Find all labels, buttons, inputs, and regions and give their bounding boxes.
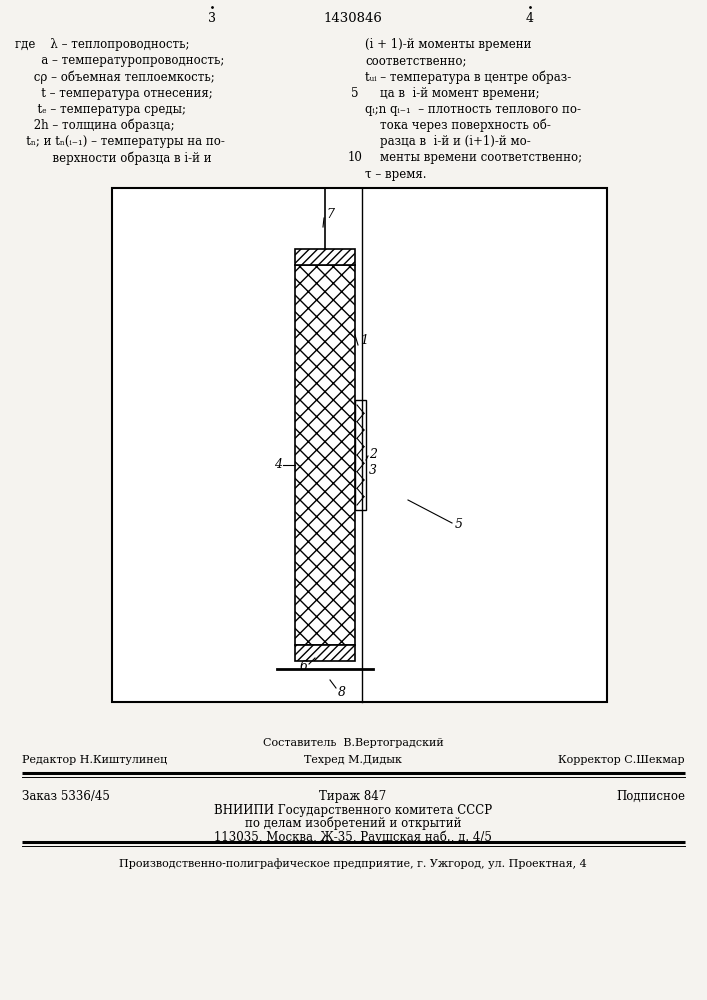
Text: 5: 5 bbox=[351, 87, 358, 100]
Text: 1: 1 bbox=[360, 334, 368, 347]
Text: Техред М.Дидык: Техред М.Дидык bbox=[304, 755, 402, 765]
Text: Производственно-полиграфическое предприятие, г. Ужгород, ул. Проектная, 4: Производственно-полиграфическое предприя… bbox=[119, 858, 587, 869]
Text: соответственно;: соответственно; bbox=[365, 54, 467, 67]
Text: по делам изобретений и открытий: по делам изобретений и открытий bbox=[245, 817, 461, 830]
Text: qᵢ;n qᵢ₋₁  – плотность теплового по-: qᵢ;n qᵢ₋₁ – плотность теплового по- bbox=[365, 103, 581, 116]
Text: 2h – толщина образца;: 2h – толщина образца; bbox=[15, 119, 175, 132]
Bar bbox=[295, 265, 355, 645]
Text: где    λ – теплопроводность;: где λ – теплопроводность; bbox=[15, 38, 189, 51]
Text: 3: 3 bbox=[208, 12, 216, 25]
Text: тока через поверхность об-: тока через поверхность об- bbox=[365, 119, 551, 132]
Text: cρ – объемная теплоемкость;: cρ – объемная теплоемкость; bbox=[15, 70, 215, 84]
Text: 8: 8 bbox=[338, 686, 346, 698]
Text: τ – время.: τ – время. bbox=[365, 168, 426, 181]
Text: ВНИИПИ Государственного комитета СССР: ВНИИПИ Государственного комитета СССР bbox=[214, 804, 492, 817]
Text: разца в  i-й и (i+1)-й мо-: разца в i-й и (i+1)-й мо- bbox=[365, 135, 531, 148]
Text: t – температура отнесения;: t – температура отнесения; bbox=[15, 87, 213, 100]
Text: tₑ – температура среды;: tₑ – температура среды; bbox=[15, 103, 186, 116]
Text: tₙ; и tₙ(ᵢ₋₁) – температуры на по-: tₙ; и tₙ(ᵢ₋₁) – температуры на по- bbox=[15, 135, 225, 148]
Text: 6: 6 bbox=[300, 660, 308, 672]
Text: Корректор С.Шекмар: Корректор С.Шекмар bbox=[559, 755, 685, 765]
Text: 2: 2 bbox=[369, 448, 377, 462]
Text: tᵤᵢ – температура в центре образ-: tᵤᵢ – температура в центре образ- bbox=[365, 70, 571, 84]
Text: менты времени соответственно;: менты времени соответственно; bbox=[365, 151, 582, 164]
Bar bbox=[355, 400, 366, 510]
Text: 10: 10 bbox=[348, 151, 363, 164]
Text: a – температуропроводность;: a – температуропроводность; bbox=[15, 54, 224, 67]
Text: 4: 4 bbox=[526, 12, 534, 25]
Bar bbox=[295, 249, 355, 265]
Text: 4: 4 bbox=[274, 458, 282, 472]
Text: 5: 5 bbox=[455, 518, 463, 532]
Bar bbox=[112, 188, 607, 702]
Text: 1430846: 1430846 bbox=[324, 12, 382, 25]
Text: ца в  i-й момент времени;: ца в i-й момент времени; bbox=[365, 87, 539, 100]
Text: Заказ 5336/45: Заказ 5336/45 bbox=[22, 790, 110, 803]
Text: Редактор Н.Киштулинец: Редактор Н.Киштулинец bbox=[22, 755, 168, 765]
Text: верхности образца в i-й и: верхности образца в i-й и bbox=[15, 151, 211, 165]
Text: Подписное: Подписное bbox=[616, 790, 685, 803]
Text: 7: 7 bbox=[326, 209, 334, 222]
Text: Составитель  В.Вертоградский: Составитель В.Вертоградский bbox=[262, 738, 443, 748]
Text: 3: 3 bbox=[369, 464, 377, 477]
Text: (i + 1)-й моменты времени: (i + 1)-й моменты времени bbox=[365, 38, 532, 51]
Bar bbox=[295, 645, 355, 661]
Text: 113035, Москва, Ж-35, Раушская наб., д. 4/5: 113035, Москва, Ж-35, Раушская наб., д. … bbox=[214, 830, 492, 844]
Text: Тираж 847: Тираж 847 bbox=[320, 790, 387, 803]
